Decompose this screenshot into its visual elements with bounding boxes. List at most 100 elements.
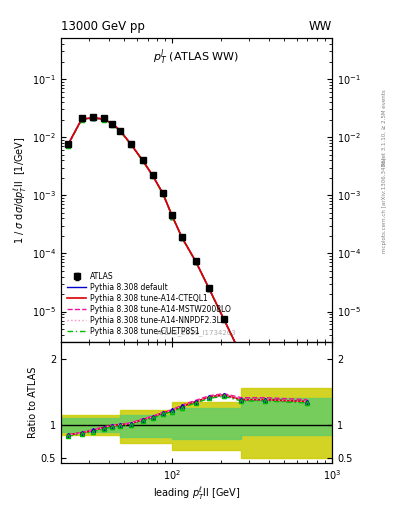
Pythia 8.308 tune-A14-NNPDF2.3LO bbox=[170, 214, 175, 220]
Pythia 8.308 tune-A14-NNPDF2.3LO bbox=[180, 235, 185, 241]
Pythia 8.308 tune-A14-MSTW2008LO bbox=[91, 115, 96, 121]
Pythia 8.308 tune-A14-MSTW2008LO bbox=[110, 121, 115, 127]
Pythia 8.308 default bbox=[65, 142, 70, 148]
Pythia 8.308 default bbox=[118, 127, 123, 134]
Pythia 8.308 tune-A14-CTEQL1 bbox=[150, 173, 155, 179]
Pythia 8.308 tune-A14-MSTW2008LO bbox=[263, 394, 267, 400]
Pythia 8.308 tune-CUETP8S1 bbox=[150, 173, 155, 179]
Pythia 8.308 tune-CUETP8S1 bbox=[207, 286, 211, 292]
Pythia 8.308 default bbox=[180, 235, 185, 241]
Pythia 8.308 tune-A14-CTEQL1 bbox=[180, 235, 185, 241]
Pythia 8.308 default bbox=[305, 504, 310, 510]
Pythia 8.308 tune-A14-CTEQL1 bbox=[305, 504, 310, 510]
Pythia 8.308 tune-A14-CTEQL1 bbox=[140, 157, 145, 163]
Pythia 8.308 tune-A14-NNPDF2.3LO bbox=[129, 141, 133, 147]
Pythia 8.308 tune-A14-CTEQL1 bbox=[101, 116, 106, 122]
Pythia 8.308 tune-A14-NNPDF2.3LO bbox=[207, 286, 211, 292]
Pythia 8.308 default bbox=[170, 214, 175, 220]
Line: Pythia 8.308 tune-A14-NNPDF2.3LO: Pythia 8.308 tune-A14-NNPDF2.3LO bbox=[68, 118, 307, 507]
Pythia 8.308 tune-CUETP8S1 bbox=[193, 259, 198, 265]
Pythia 8.308 default bbox=[91, 115, 96, 121]
Pythia 8.308 tune-CUETP8S1 bbox=[222, 317, 226, 323]
Pythia 8.308 tune-A14-CTEQL1 bbox=[170, 214, 175, 220]
Pythia 8.308 default bbox=[79, 116, 84, 122]
Pythia 8.308 tune-A14-CTEQL1 bbox=[65, 142, 70, 148]
Pythia 8.308 tune-A14-NNPDF2.3LO bbox=[110, 121, 115, 127]
Pythia 8.308 tune-A14-MSTW2008LO bbox=[180, 235, 185, 241]
Pythia 8.308 tune-CUETP8S1 bbox=[160, 191, 165, 197]
Pythia 8.308 tune-A14-MSTW2008LO bbox=[150, 173, 155, 179]
Pythia 8.308 tune-A14-MSTW2008LO bbox=[79, 116, 84, 122]
Pythia 8.308 tune-CUETP8S1 bbox=[180, 236, 185, 242]
Pythia 8.308 tune-CUETP8S1 bbox=[101, 117, 106, 123]
Text: mcplots.cern.ch [arXiv:1306.3436]: mcplots.cern.ch [arXiv:1306.3436] bbox=[382, 157, 387, 252]
Pythia 8.308 tune-CUETP8S1 bbox=[305, 505, 310, 511]
Pythia 8.308 tune-CUETP8S1 bbox=[263, 394, 267, 400]
Pythia 8.308 tune-A14-NNPDF2.3LO bbox=[222, 316, 226, 323]
Pythia 8.308 tune-CUETP8S1 bbox=[65, 143, 70, 149]
Text: 13000 GeV pp: 13000 GeV pp bbox=[61, 20, 145, 33]
Pythia 8.308 tune-A14-NNPDF2.3LO bbox=[193, 259, 198, 265]
Pythia 8.308 tune-A14-CTEQL1 bbox=[193, 259, 198, 265]
Pythia 8.308 tune-A14-CTEQL1 bbox=[91, 115, 96, 121]
Y-axis label: 1 / $\sigma$ d$\sigma$/d$p_T^{\ell}$ll  [1/GeV]: 1 / $\sigma$ d$\sigma$/d$p_T^{\ell}$ll [… bbox=[12, 136, 29, 244]
Line: Pythia 8.308 tune-A14-MSTW2008LO: Pythia 8.308 tune-A14-MSTW2008LO bbox=[68, 118, 307, 507]
Pythia 8.308 tune-A14-CTEQL1 bbox=[239, 352, 244, 358]
Pythia 8.308 tune-A14-NNPDF2.3LO bbox=[118, 127, 123, 134]
Pythia 8.308 tune-A14-CTEQL1 bbox=[160, 190, 165, 197]
Pythia 8.308 tune-A14-MSTW2008LO bbox=[170, 214, 175, 220]
Pythia 8.308 tune-A14-MSTW2008LO bbox=[207, 286, 211, 292]
Pythia 8.308 tune-A14-NNPDF2.3LO bbox=[239, 352, 244, 358]
Pythia 8.308 tune-A14-NNPDF2.3LO bbox=[91, 115, 96, 121]
Pythia 8.308 default bbox=[193, 259, 198, 265]
Pythia 8.308 tune-A14-MSTW2008LO bbox=[305, 504, 310, 510]
Pythia 8.308 tune-A14-MSTW2008LO bbox=[101, 116, 106, 122]
Pythia 8.308 default bbox=[140, 157, 145, 163]
Polygon shape bbox=[61, 389, 332, 458]
Line: Pythia 8.308 default: Pythia 8.308 default bbox=[68, 118, 307, 507]
Line: Pythia 8.308 tune-A14-CTEQL1: Pythia 8.308 tune-A14-CTEQL1 bbox=[68, 118, 307, 507]
Pythia 8.308 tune-A14-NNPDF2.3LO bbox=[150, 173, 155, 179]
Pythia 8.308 tune-A14-CTEQL1 bbox=[118, 127, 123, 134]
Pythia 8.308 tune-A14-MSTW2008LO bbox=[193, 259, 198, 265]
Pythia 8.308 tune-A14-CTEQL1 bbox=[79, 116, 84, 122]
Pythia 8.308 default bbox=[160, 190, 165, 197]
Pythia 8.308 tune-CUETP8S1 bbox=[79, 117, 84, 123]
Pythia 8.308 default bbox=[110, 121, 115, 127]
Pythia 8.308 default bbox=[150, 173, 155, 179]
Pythia 8.308 default bbox=[239, 352, 244, 358]
Pythia 8.308 tune-CUETP8S1 bbox=[170, 214, 175, 220]
Pythia 8.308 tune-A14-CTEQL1 bbox=[263, 394, 267, 400]
Pythia 8.308 tune-A14-NNPDF2.3LO bbox=[305, 504, 310, 510]
Text: WW: WW bbox=[309, 20, 332, 33]
Pythia 8.308 tune-CUETP8S1 bbox=[140, 158, 145, 164]
Pythia 8.308 tune-A14-MSTW2008LO bbox=[129, 141, 133, 147]
Pythia 8.308 tune-CUETP8S1 bbox=[239, 353, 244, 359]
Pythia 8.308 tune-A14-NNPDF2.3LO bbox=[65, 142, 70, 148]
Pythia 8.308 tune-A14-NNPDF2.3LO bbox=[263, 394, 267, 400]
Pythia 8.308 tune-CUETP8S1 bbox=[110, 121, 115, 127]
Pythia 8.308 default bbox=[222, 316, 226, 323]
Text: ATLAS_2019_I1734263: ATLAS_2019_I1734263 bbox=[157, 329, 236, 336]
Pythia 8.308 tune-A14-CTEQL1 bbox=[110, 121, 115, 127]
Text: Rivet 3.1.10, ≥ 2.5M events: Rivet 3.1.10, ≥ 2.5M events bbox=[382, 90, 387, 166]
Pythia 8.308 tune-A14-MSTW2008LO bbox=[140, 157, 145, 163]
Pythia 8.308 tune-A14-NNPDF2.3LO bbox=[160, 190, 165, 197]
Legend: ATLAS, Pythia 8.308 default, Pythia 8.308 tune-A14-CTEQL1, Pythia 8.308 tune-A14: ATLAS, Pythia 8.308 default, Pythia 8.30… bbox=[65, 270, 233, 338]
Text: $p_T^{l}$ (ATLAS WW): $p_T^{l}$ (ATLAS WW) bbox=[153, 48, 240, 67]
Pythia 8.308 tune-CUETP8S1 bbox=[129, 142, 133, 148]
Y-axis label: Ratio to ATLAS: Ratio to ATLAS bbox=[28, 367, 38, 438]
Pythia 8.308 tune-A14-NNPDF2.3LO bbox=[140, 157, 145, 163]
Pythia 8.308 default bbox=[129, 141, 133, 147]
Pythia 8.308 tune-A14-MSTW2008LO bbox=[160, 190, 165, 197]
Polygon shape bbox=[61, 398, 332, 439]
Pythia 8.308 tune-CUETP8S1 bbox=[91, 115, 96, 121]
Pythia 8.308 tune-A14-MSTW2008LO bbox=[222, 316, 226, 323]
Pythia 8.308 default bbox=[101, 116, 106, 122]
Pythia 8.308 default bbox=[263, 394, 267, 400]
Pythia 8.308 default bbox=[207, 286, 211, 292]
Pythia 8.308 tune-A14-CTEQL1 bbox=[207, 286, 211, 292]
Pythia 8.308 tune-A14-NNPDF2.3LO bbox=[101, 116, 106, 122]
X-axis label: leading $p_T^{\ell}$ll [GeV]: leading $p_T^{\ell}$ll [GeV] bbox=[153, 485, 240, 502]
Pythia 8.308 tune-A14-CTEQL1 bbox=[129, 141, 133, 147]
